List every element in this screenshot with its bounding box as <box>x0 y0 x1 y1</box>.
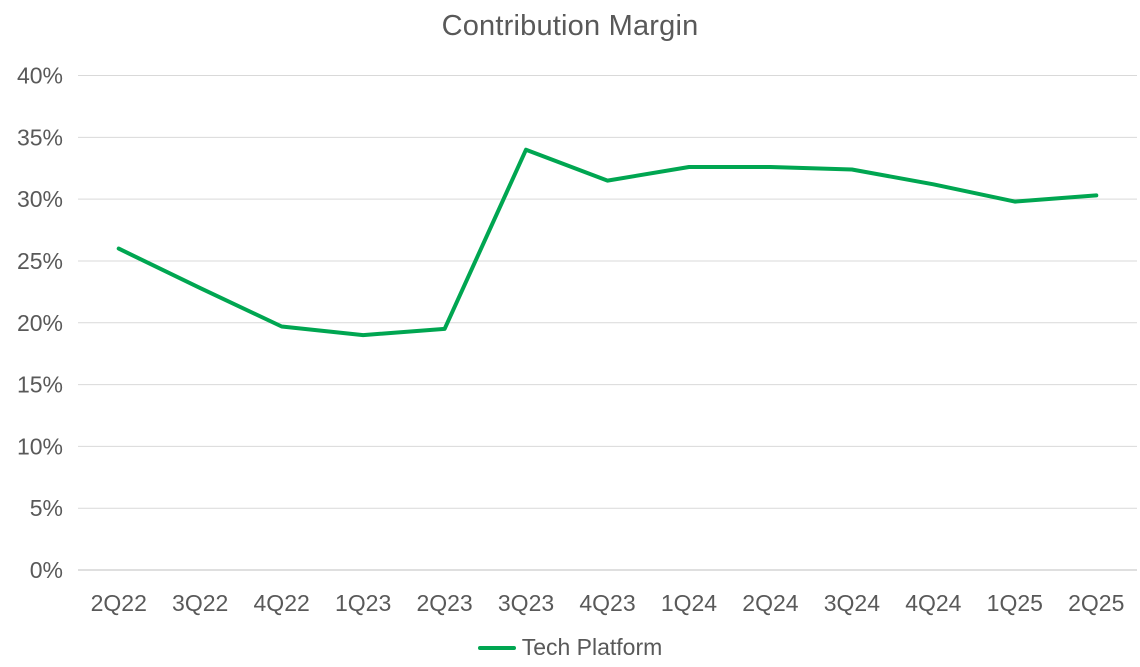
x-tick-label: 1Q24 <box>661 590 717 616</box>
series-line <box>116 147 1099 338</box>
x-tick-label: 1Q25 <box>987 590 1043 616</box>
x-tick-label: 4Q23 <box>579 590 635 616</box>
y-tick-label: 30% <box>17 186 63 212</box>
x-tick-label: 3Q22 <box>172 590 228 616</box>
y-tick-label: 20% <box>17 310 63 336</box>
legend: Tech Platform <box>0 634 1140 661</box>
y-tick-label: 15% <box>17 372 63 398</box>
x-tick-label: 4Q22 <box>254 590 310 616</box>
y-tick-label: 25% <box>17 248 63 274</box>
x-tick-label: 2Q25 <box>1068 590 1124 616</box>
x-tick-label: 2Q24 <box>742 590 798 616</box>
y-tick-label: 10% <box>17 433 63 459</box>
legend-label: Tech Platform <box>521 634 663 660</box>
y-tick-label: 0% <box>30 557 63 583</box>
x-tick-label: 3Q23 <box>498 590 554 616</box>
x-tick-label: 4Q24 <box>905 590 961 616</box>
legend-line-swatch <box>477 645 516 650</box>
x-tick-label: 1Q23 <box>335 590 391 616</box>
x-tick-label: 3Q24 <box>824 590 880 616</box>
x-tick-label: 2Q23 <box>416 590 472 616</box>
chart-title: Contribution Margin <box>441 10 699 42</box>
y-tick-label: 35% <box>17 124 63 150</box>
x-tick-label: 2Q22 <box>91 590 147 616</box>
y-tick-label: 40% <box>17 63 63 89</box>
y-tick-label: 5% <box>30 495 63 521</box>
